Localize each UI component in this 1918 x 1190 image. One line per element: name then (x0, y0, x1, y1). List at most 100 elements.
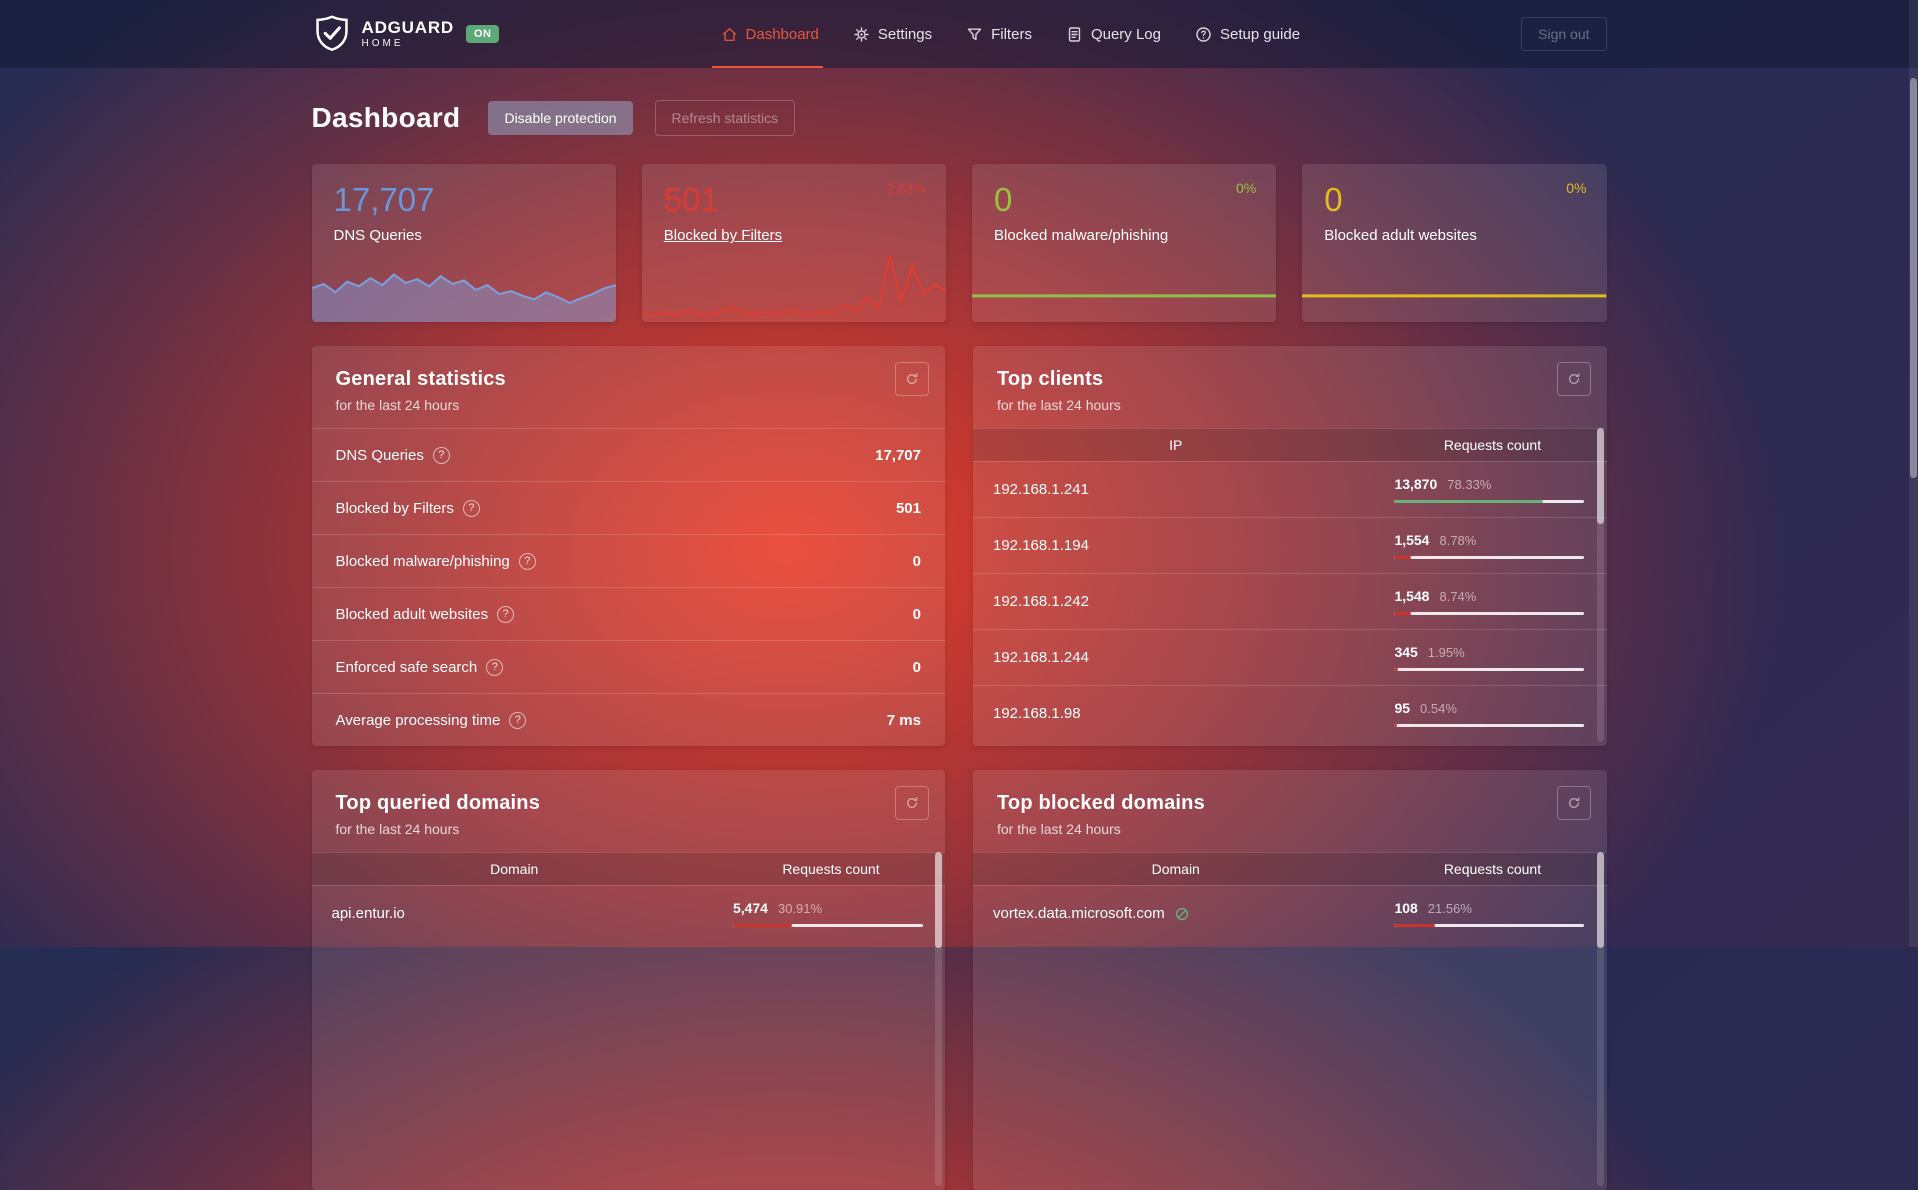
stat-row-label: Average processing time (335, 711, 501, 729)
client-ip: 192.168.1.242 (993, 593, 1089, 610)
stat-percent: 0% (1236, 180, 1257, 196)
refresh-icon (904, 795, 920, 811)
card-subtitle: for the last 24 hours (997, 821, 1121, 837)
blocked-by-filters-link[interactable]: Blocked by Filters (663, 227, 783, 245)
nav-item-settings[interactable]: Settings (853, 0, 932, 68)
home-icon (721, 26, 738, 43)
help-icon[interactable]: ? (497, 605, 515, 623)
scrollbar-thumb[interactable] (1596, 428, 1604, 524)
general-statistics-refresh-button[interactable] (895, 362, 929, 396)
page-title: Dashboard (311, 102, 461, 133)
help-icon[interactable]: ? (432, 446, 450, 464)
middle-cards-row: General statistics for the last 24 hours… (311, 346, 1607, 746)
blocked-malware-value: 0 (994, 181, 1013, 218)
stat-row-value: 0 (912, 658, 921, 676)
top-queried-domains-card: Top queried domains for the last 24 hour… (311, 770, 945, 1190)
page-scrollbar[interactable] (1909, 0, 1918, 947)
card-subtitle: for the last 24 hours (997, 397, 1121, 413)
top-navbar: ADGUARD HOME ON Dashboard Settings (0, 0, 1918, 68)
sign-out-button[interactable]: Sign out (1521, 17, 1607, 51)
top-clients-card: Top clients for the last 24 hours IP Req… (973, 346, 1607, 746)
funnel-icon (966, 26, 983, 43)
progress-bar (1394, 612, 1585, 615)
table-header: Domain Requests count (973, 852, 1607, 885)
stat-card-dns-queries: 17,707 DNS Queries (311, 164, 616, 322)
scrollbar-thumb[interactable] (935, 852, 942, 948)
table-header: IP Requests count (973, 428, 1607, 461)
help-icon[interactable]: ? (518, 552, 536, 570)
progress-bar (1394, 668, 1585, 671)
nav-item-filters[interactable]: Filters (966, 0, 1032, 68)
blocked-adult-label: Blocked adult websites (1324, 227, 1477, 245)
general-statistics-card: General statistics for the last 24 hours… (311, 346, 945, 746)
stat-row-label: DNS Queries (335, 446, 424, 464)
request-percent: 30.91% (777, 901, 823, 916)
refresh-icon (1566, 795, 1582, 811)
refresh-icon (904, 371, 920, 387)
stat-card-blocked-adult: 0% 0 Blocked adult websites (1302, 164, 1607, 322)
help-icon[interactable]: ? (462, 499, 480, 517)
nav-item-label: Settings (877, 25, 933, 43)
progress-bar (1394, 724, 1585, 727)
refresh-statistics-button[interactable]: Refresh statistics (654, 100, 796, 136)
question-circle-icon (1195, 26, 1212, 43)
general-stat-row: Blocked adult websites? 0 (311, 587, 945, 640)
dashboard-page: Dashboard Disable protection Refresh sta… (311, 100, 1607, 1190)
progress-bar (1394, 924, 1585, 927)
card-title: General statistics (335, 368, 506, 390)
column-header-requests-count: Requests count (782, 861, 880, 877)
request-percent: 21.56% (1427, 901, 1472, 916)
client-ip: 192.168.1.194 (993, 537, 1089, 554)
help-icon[interactable]: ? (509, 711, 527, 729)
stat-cards-row: 17,707 DNS Queries 2.83% 501 Blocked by … (311, 164, 1607, 322)
protection-status-badge: ON (465, 25, 500, 43)
top-blocked-domains-scrollbar[interactable] (1596, 852, 1604, 1186)
card-title: Top clients (997, 368, 1104, 390)
dns-queries-value: 17,707 (333, 181, 435, 218)
request-count: 13,870 (1394, 476, 1438, 492)
general-stat-row: Blocked malware/phishing? 0 (311, 534, 945, 587)
disable-protection-button[interactable]: Disable protection (488, 101, 633, 135)
brand-name: ADGUARD (361, 18, 454, 37)
dns-queries-sparkline (311, 272, 616, 322)
request-count: 108 (1394, 900, 1418, 916)
request-count: 5,474 (732, 900, 768, 916)
column-header-requests-count: Requests count (1443, 437, 1542, 453)
document-icon (1066, 26, 1083, 43)
card-title: Top queried domains (335, 792, 541, 814)
general-stat-row: Blocked by Filters? 501 (311, 481, 945, 534)
nav-item-query-log[interactable]: Query Log (1066, 0, 1161, 68)
nav-item-label: Query Log (1090, 25, 1161, 43)
top-queried-domains-refresh-button[interactable] (895, 786, 929, 820)
general-stat-row: Enforced safe search? 0 (311, 640, 945, 693)
top-blocked-domains-refresh-button[interactable] (1556, 786, 1591, 820)
column-header-ip: IP (1169, 437, 1183, 453)
scrollbar-thumb[interactable] (1596, 852, 1604, 948)
client-row: 192.168.1.244 345 1.95% (973, 629, 1607, 685)
request-percent: 8.74% (1439, 589, 1477, 604)
adguard-shield-logo-icon (312, 14, 352, 54)
top-queried-domains-scrollbar[interactable] (935, 852, 942, 1186)
nav-menu: Dashboard Settings Filters Query Log (499, 0, 1521, 68)
card-title: Top blocked domains (997, 792, 1205, 814)
nav-item-label: Filters (991, 25, 1032, 43)
stat-row-label: Blocked adult websites (335, 605, 489, 623)
card-subtitle: for the last 24 hours (335, 397, 460, 413)
stat-percent: 0% (1566, 180, 1587, 196)
domain-name: vortex.data.microsoft.com (993, 905, 1165, 922)
help-icon[interactable]: ? (486, 658, 504, 676)
blocked-adult-value: 0 (1324, 181, 1343, 218)
top-clients-refresh-button[interactable] (1556, 362, 1591, 396)
table-header: Domain Requests count (311, 852, 945, 885)
nav-item-dashboard[interactable]: Dashboard (711, 0, 824, 68)
nav-item-setup-guide[interactable]: Setup guide (1195, 0, 1300, 68)
request-percent: 78.33% (1447, 477, 1492, 492)
unblock-slash-icon[interactable] (1174, 906, 1190, 922)
blocked-filters-value: 501 (663, 181, 719, 218)
page-scrollbar-thumb[interactable] (1910, 78, 1917, 478)
column-header-domain: Domain (1151, 861, 1200, 877)
top-clients-scrollbar[interactable] (1596, 428, 1604, 742)
stat-card-blocked-malware: 0% 0 Blocked malware/phishing (972, 164, 1277, 322)
nav-item-label: Setup guide (1220, 25, 1301, 43)
dns-queries-label: DNS Queries (333, 227, 422, 245)
